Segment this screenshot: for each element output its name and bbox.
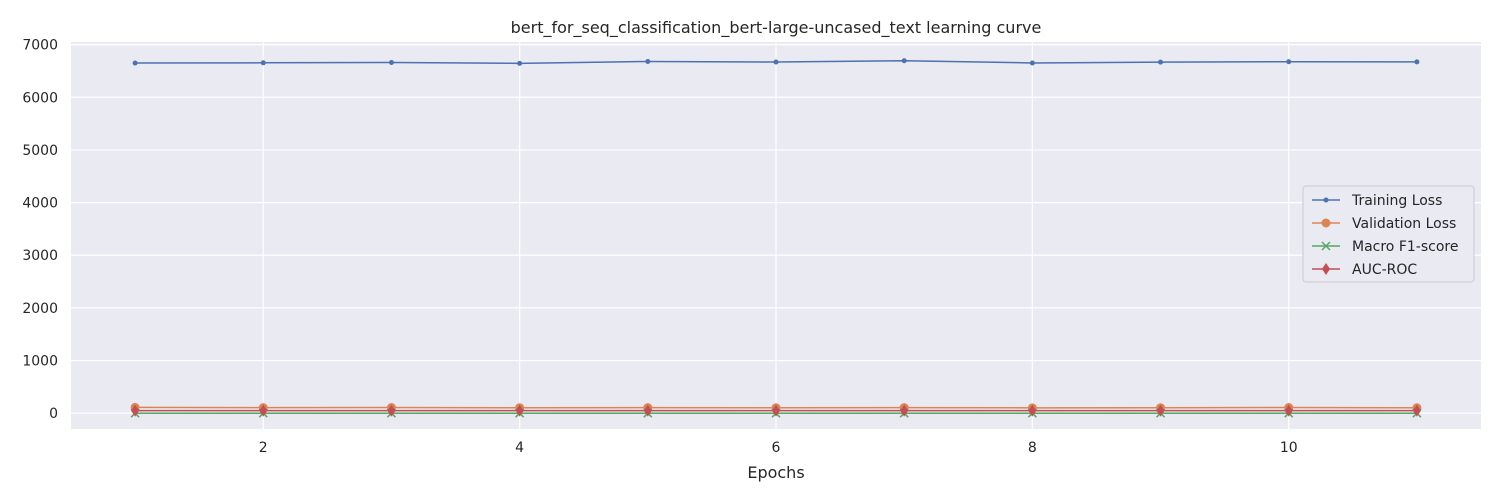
x-axis-label: Epochs [747, 463, 804, 482]
data-point [260, 60, 266, 66]
y-tick-label: 5000 [22, 143, 58, 159]
legend-marker [1322, 263, 1330, 275]
legend-box [1302, 185, 1475, 283]
data-point [772, 404, 780, 417]
series-training-loss [132, 58, 1420, 66]
legend-label: AUC-ROC [1352, 262, 1417, 278]
legend-label: Validation Loss [1352, 216, 1456, 232]
series-auc-roc [131, 404, 1421, 417]
data-point [1284, 404, 1293, 417]
y-tick-label: 1000 [22, 354, 58, 370]
data-point [1029, 60, 1035, 66]
grid-lines [71, 42, 1481, 429]
y-tick-label: 2000 [22, 301, 58, 317]
chart-title: bert_for_seq_classification_bert-large-u… [511, 18, 1042, 38]
data-point [1412, 404, 1421, 417]
y-tick-labels: 0 1000 2000 3000 4000 5000 6000 7000 [22, 38, 58, 423]
data-point [773, 59, 779, 65]
data-point [1286, 59, 1292, 65]
data-point [645, 58, 651, 64]
data-point [515, 404, 524, 417]
legend-marker [1323, 197, 1329, 203]
y-tick-label: 4000 [22, 196, 58, 212]
data-point [131, 404, 140, 417]
x-tick-label: 2 [259, 440, 268, 456]
x-tick-labels: 2 4 6 8 10 [259, 440, 1298, 456]
data-point [1158, 59, 1164, 65]
legend-label: Macro F1-score [1352, 239, 1458, 255]
legend-marker [1321, 241, 1331, 251]
y-tick-label: 7000 [22, 38, 58, 54]
data-point [643, 404, 652, 417]
data-point [387, 404, 396, 417]
legend-marker [1321, 218, 1331, 228]
x-tick-label: 4 [515, 440, 524, 456]
y-tick-label: 3000 [22, 248, 58, 264]
x-tick-label: 8 [1028, 440, 1037, 456]
data-point [901, 58, 907, 64]
x-tick-label: 10 [1280, 440, 1298, 456]
data-point [517, 60, 523, 66]
data-point [1028, 404, 1037, 417]
x-tick-label: 6 [772, 440, 781, 456]
y-tick-label: 6000 [22, 90, 58, 106]
legend: Training Loss Validation Loss Macro F1-sco… [1302, 185, 1475, 283]
data-point [1156, 404, 1165, 417]
data-point [132, 60, 138, 66]
data-point [1414, 59, 1420, 65]
series-layer [130, 58, 1422, 418]
data-point [259, 404, 268, 417]
y-tick-label: 0 [49, 406, 58, 422]
legend-label: Training Loss [1351, 193, 1442, 209]
data-point [900, 404, 909, 417]
data-point [388, 60, 394, 66]
